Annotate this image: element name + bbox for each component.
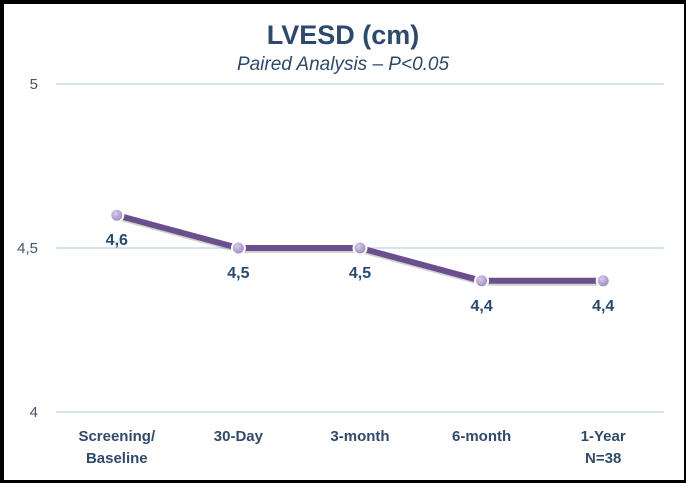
- data-point: [230, 240, 246, 256]
- data-labels: 4,6 4,5 4,5 4,4 4,4: [106, 232, 615, 315]
- x-category-line: 30-Day: [214, 428, 264, 445]
- x-category-line: N=38: [585, 450, 621, 467]
- data-label: 4,5: [349, 265, 371, 282]
- x-axis-categories: Screening/Baseline 30-Day 3-month 6-month 1-…: [78, 428, 625, 467]
- y-tick-label: 4: [30, 404, 38, 421]
- data-point: [352, 240, 368, 256]
- y-tick-label: 5: [30, 76, 38, 93]
- x-category-label: 1-Year N=38: [581, 428, 626, 467]
- x-category-line: 6-month: [452, 428, 511, 445]
- x-category-line: 3-month: [330, 428, 389, 445]
- chart-title: LVESD (cm): [266, 20, 420, 50]
- data-point: [109, 207, 125, 223]
- y-tick-label: 4,5: [17, 240, 38, 257]
- x-category-line: Screening/: [78, 428, 156, 445]
- x-category-label: 3-month: [330, 428, 389, 445]
- y-axis-ticks: 44,55: [17, 76, 38, 421]
- x-category-label: 30-Day: [214, 428, 264, 445]
- x-category-label: Screening/Baseline: [78, 428, 156, 467]
- data-label: 4,6: [106, 232, 128, 249]
- series-lvesd: [109, 207, 611, 289]
- data-label: 4,5: [227, 265, 249, 282]
- data-label: 4,4: [592, 298, 614, 315]
- chart-subtitle: Paired Analysis – P<0.05: [236, 54, 450, 75]
- data-point: [595, 273, 611, 289]
- x-category-line: 1-Year: [581, 428, 626, 445]
- x-category-label: 6-month: [452, 428, 511, 445]
- data-point: [474, 273, 490, 289]
- x-category-line: Baseline: [86, 450, 148, 467]
- data-label: 4,4: [470, 298, 492, 315]
